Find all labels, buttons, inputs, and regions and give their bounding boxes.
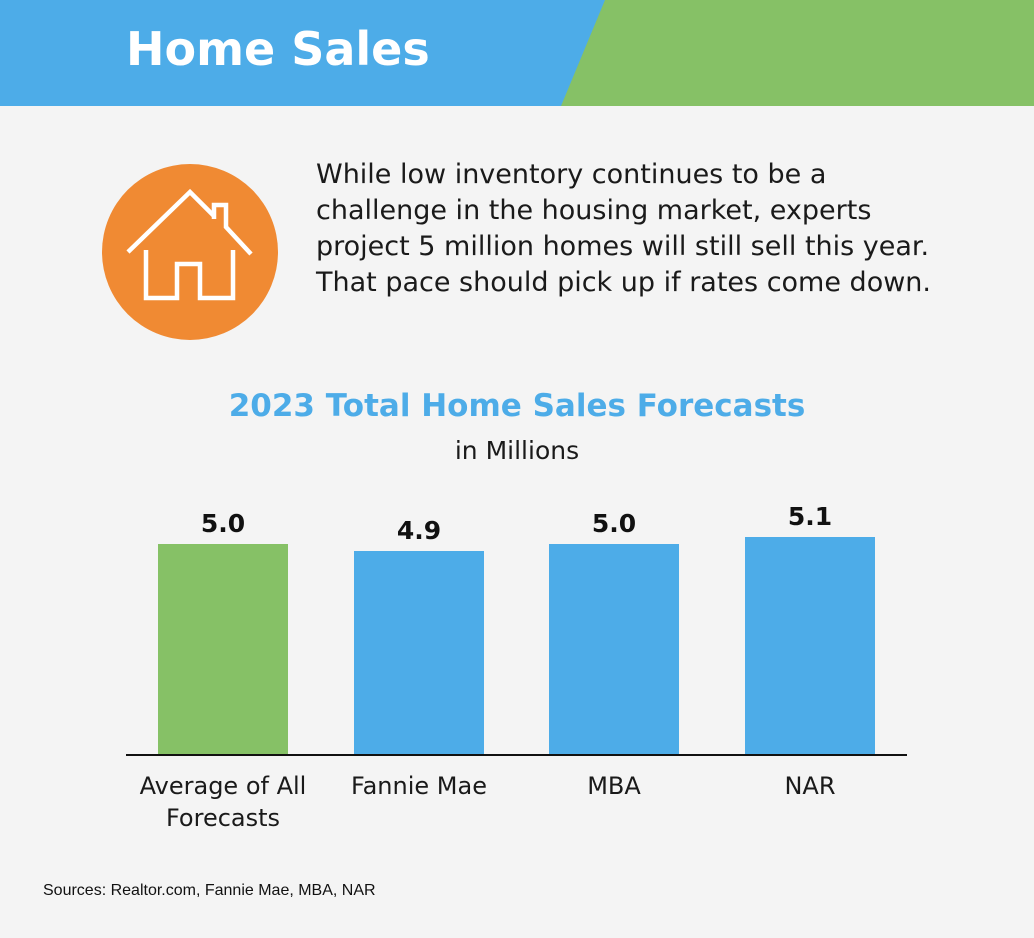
category-label-1: Fannie Mae: [351, 772, 487, 800]
data-label-3: 5.1: [788, 502, 832, 531]
bar-3: [745, 537, 875, 754]
house-icon: [102, 164, 280, 346]
data-label-2: 5.0: [592, 509, 636, 538]
header-background: [0, 0, 1034, 106]
header-green-band: [561, 0, 1034, 106]
bar-chart: 5.0 4.9 5.0 5.1: [126, 502, 907, 756]
bar-0: [158, 544, 288, 754]
data-label-0: 5.0: [201, 509, 245, 538]
category-label-0: Average of All Forecasts: [139, 772, 307, 832]
page-title: Home Sales: [126, 22, 430, 76]
data-label-1: 4.9: [397, 516, 441, 545]
category-label-3: NAR: [784, 772, 836, 800]
category-label-2: MBA: [587, 772, 641, 800]
intro-text: While low inventory continues to be a ch…: [316, 159, 931, 298]
sources-note: Sources: Realtor.com, Fannie Mae, MBA, N…: [43, 882, 376, 899]
bar-1: [354, 551, 484, 754]
bar-2: [549, 544, 679, 754]
chart-subtitle: in Millions: [454, 436, 580, 465]
chart-title: 2023 Total Home Sales Forecasts: [228, 388, 806, 424]
header-banner: Home Sales: [0, 0, 1034, 106]
